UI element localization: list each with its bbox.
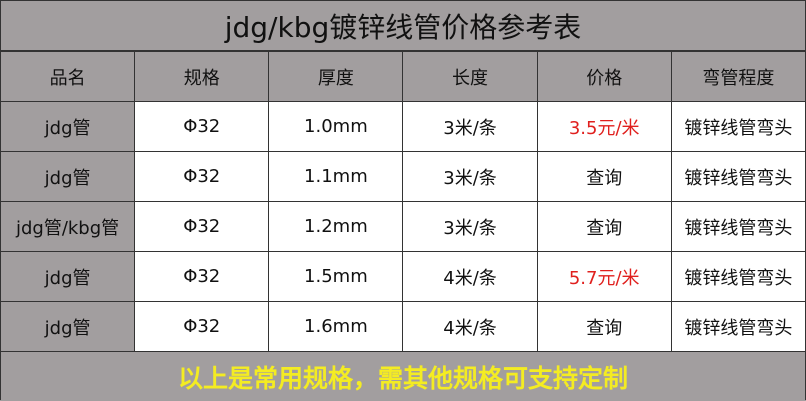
table-row: jdg管 Φ32 1.5mm 4米/条 5.7元/米 镀锌线管弯头: [0, 251, 806, 302]
table-row: jdg管 Φ32 1.0mm 3米/条 3.5元/米 镀锌线管弯头: [0, 101, 806, 152]
column-header: 长度: [402, 51, 538, 102]
table-cell: jdg管: [0, 251, 136, 302]
table-cell: 镀锌线管弯头: [670, 251, 806, 302]
table-cell: Φ32: [134, 101, 270, 152]
table-cell: 查询: [536, 301, 672, 352]
table-cell: Φ32: [134, 251, 270, 302]
table-cell: jdg管: [0, 151, 136, 202]
table-cell: 4米/条: [402, 251, 538, 302]
footer-note: 以上是常用规格，需其他规格可支持定制: [1, 352, 805, 401]
table-cell: 查询: [536, 151, 672, 202]
table-cell: 1.2mm: [268, 201, 404, 252]
table-cell: 1.0mm: [268, 101, 404, 152]
table-cell: 4米/条: [402, 301, 538, 352]
table-cell: 镀锌线管弯头: [670, 151, 806, 202]
column-header: 弯管程度: [670, 51, 806, 102]
table-cell: 5.7元/米: [536, 251, 672, 302]
table-cell: 3米/条: [402, 201, 538, 252]
table-cell: jdg管/kbg管: [0, 201, 136, 252]
table-row: jdg管 Φ32 1.6mm 4米/条 查询 镀锌线管弯头: [0, 301, 806, 352]
table-cell: 1.1mm: [268, 151, 404, 202]
column-header: 厚度: [268, 51, 404, 102]
table-row: jdg管/kbg管 Φ32 1.2mm 3米/条 查询 镀锌线管弯头: [0, 201, 806, 252]
table-cell: Φ32: [134, 151, 270, 202]
table-cell: 3米/条: [402, 151, 538, 202]
table-cell: 3.5元/米: [536, 101, 672, 152]
column-header: 规格: [134, 51, 270, 102]
table-row: jdg管 Φ32 1.1mm 3米/条 查询 镀锌线管弯头: [0, 151, 806, 202]
table-cell: 镀锌线管弯头: [670, 201, 806, 252]
table-cell: 镀锌线管弯头: [670, 101, 806, 152]
table-cell: 1.5mm: [268, 251, 404, 302]
table-title: jdg/kbg镀锌线管价格参考表: [1, 1, 805, 51]
table-cell: 1.6mm: [268, 301, 404, 352]
table-cell: 镀锌线管弯头: [670, 301, 806, 352]
table-cell: jdg管: [0, 101, 136, 152]
price-table: 品名 规格 厚度 长度 价格 弯管程度 jdg管 Φ32 1.0mm 3米/条 3.5元/米 镀锌线管…: [0, 51, 806, 352]
table-cell: Φ32: [134, 301, 270, 352]
table-cell: jdg管: [0, 301, 136, 352]
table-cell: Φ32: [134, 201, 270, 252]
column-header: 价格: [536, 51, 672, 102]
table-cell: 3米/条: [402, 101, 538, 152]
header-row: 品名 规格 厚度 长度 价格 弯管程度: [0, 51, 806, 102]
column-header: 品名: [0, 51, 136, 102]
table-cell: 查询: [536, 201, 672, 252]
